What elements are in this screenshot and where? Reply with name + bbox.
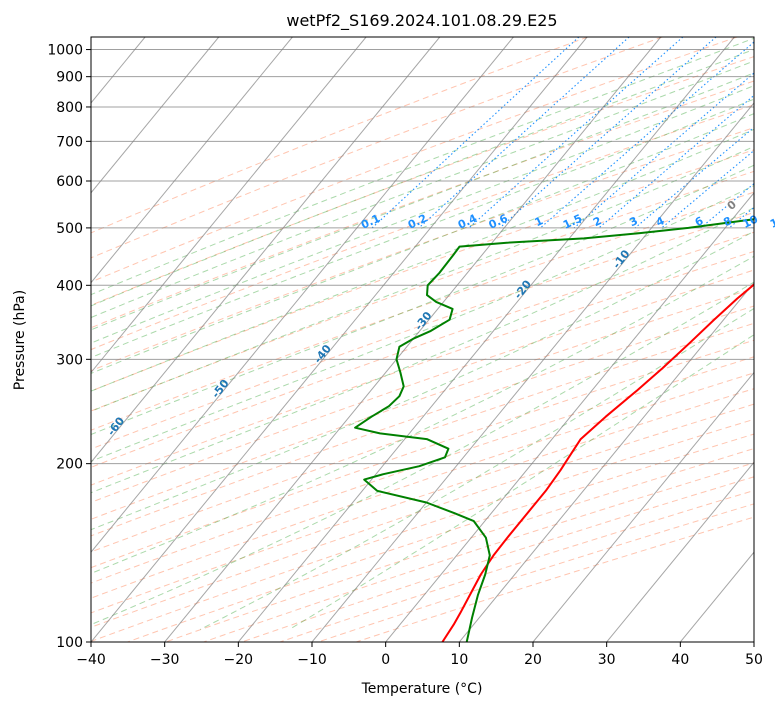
sounding-profiles	[354, 218, 754, 642]
dry-adiabat-line	[91, 305, 754, 537]
isotherm-line	[385, 192, 754, 642]
dry-adiabat-line	[165, 448, 754, 642]
x-tick-label: −20	[224, 652, 254, 668]
moist-adiabat-line	[91, 85, 754, 344]
mixing-ratio-label: 10	[741, 212, 761, 230]
moist-adiabat-line	[91, 255, 754, 574]
moist-adiabat-line	[91, 48, 754, 307]
dewpoint-profile-line	[354, 218, 754, 642]
x-tick-label: 10	[450, 652, 468, 668]
dry-adiabat-line	[91, 418, 754, 642]
isotherm-line	[458, 281, 754, 642]
isotherm-line	[91, 37, 220, 194]
y-tick-label: 600	[56, 174, 83, 190]
isotherm-line	[532, 371, 754, 642]
moist-adiabat-line	[199, 307, 754, 630]
mixing-ratio-label: 13	[768, 213, 775, 231]
moist-adiabat-line	[91, 230, 754, 531]
skewt-background-lines	[91, 37, 754, 642]
isotherm-line	[91, 37, 514, 553]
dry-adiabat-line	[91, 104, 754, 351]
dry-adiabat-line	[91, 37, 663, 259]
dry-adiabat-line	[91, 269, 754, 503]
mixing-ratio-line	[468, 37, 684, 229]
moist-adiabat-line	[91, 207, 754, 494]
plot-frame	[90, 36, 755, 643]
mixing-ratio-line	[540, 41, 754, 229]
dry-adiabat-line	[91, 356, 754, 584]
x-tick-label: 20	[524, 652, 542, 668]
mixing-ratio-line	[634, 126, 754, 229]
dry-adiabat-line	[127, 433, 754, 642]
moist-adiabat-line	[91, 113, 754, 374]
dry-adiabat-line	[317, 503, 754, 642]
moist-adiabat-line	[91, 37, 754, 296]
pressure-gridlines	[91, 37, 754, 642]
isotherm-line	[91, 37, 588, 642]
x-tick-label: 40	[671, 652, 689, 668]
x-tick-label: 0	[381, 652, 390, 668]
dry-adiabat-line	[91, 56, 754, 306]
y-tick-label: 900	[56, 70, 83, 86]
temperature-profile-line	[441, 283, 754, 642]
x-tick-label: −30	[150, 652, 180, 668]
y-tick-label: 800	[56, 100, 83, 116]
mixing-ratio-line	[371, 37, 580, 229]
x-tick-label: −40	[76, 652, 106, 668]
x-axis-label: Temperature (°C)	[361, 681, 483, 697]
isotherm-line	[91, 37, 293, 284]
dry-adiabat-line	[91, 322, 754, 553]
y-tick-label: 100	[56, 635, 83, 651]
y-tick-label: 300	[56, 352, 83, 368]
x-tick-label: −10	[297, 652, 327, 668]
moist-adiabat-line	[91, 281, 754, 626]
x-tick-label: 50	[745, 652, 763, 668]
moist-adiabat-line	[91, 145, 754, 412]
dry-adiabat-line	[91, 388, 754, 614]
mixing-ratio-line	[499, 37, 717, 229]
mixing-ratio-line	[418, 37, 630, 229]
dry-adiabat-line	[91, 403, 754, 628]
y-tick-label: 200	[56, 457, 83, 473]
isotherm-line	[91, 37, 367, 374]
moist-adiabat-line	[91, 98, 754, 359]
y-tick-label: 1000	[47, 43, 83, 59]
y-tick-label: 500	[56, 221, 83, 237]
moist-adiabat-line	[91, 164, 754, 436]
isotherm-line	[91, 37, 441, 464]
dry-adiabat-line	[91, 80, 754, 329]
isotherm-line	[311, 102, 754, 642]
moist-adiabat-line	[91, 72, 754, 331]
dry-adiabat-line	[356, 516, 754, 642]
chart-title: wetPf2_S169.2024.101.08.29.E25	[286, 11, 557, 31]
y-tick-label: 400	[56, 278, 83, 294]
x-tick-label: 30	[598, 652, 616, 668]
dry-adiabat-line	[91, 37, 588, 234]
mixing-ratio-line	[661, 149, 754, 229]
dry-adiabat-line	[91, 287, 754, 520]
y-axis-label: Pressure (hPa)	[12, 290, 28, 390]
y-tick-label: 700	[56, 134, 83, 150]
isotherm-line	[606, 461, 754, 642]
mixing-ratio-line	[573, 72, 754, 229]
isotherm-line	[237, 37, 735, 642]
